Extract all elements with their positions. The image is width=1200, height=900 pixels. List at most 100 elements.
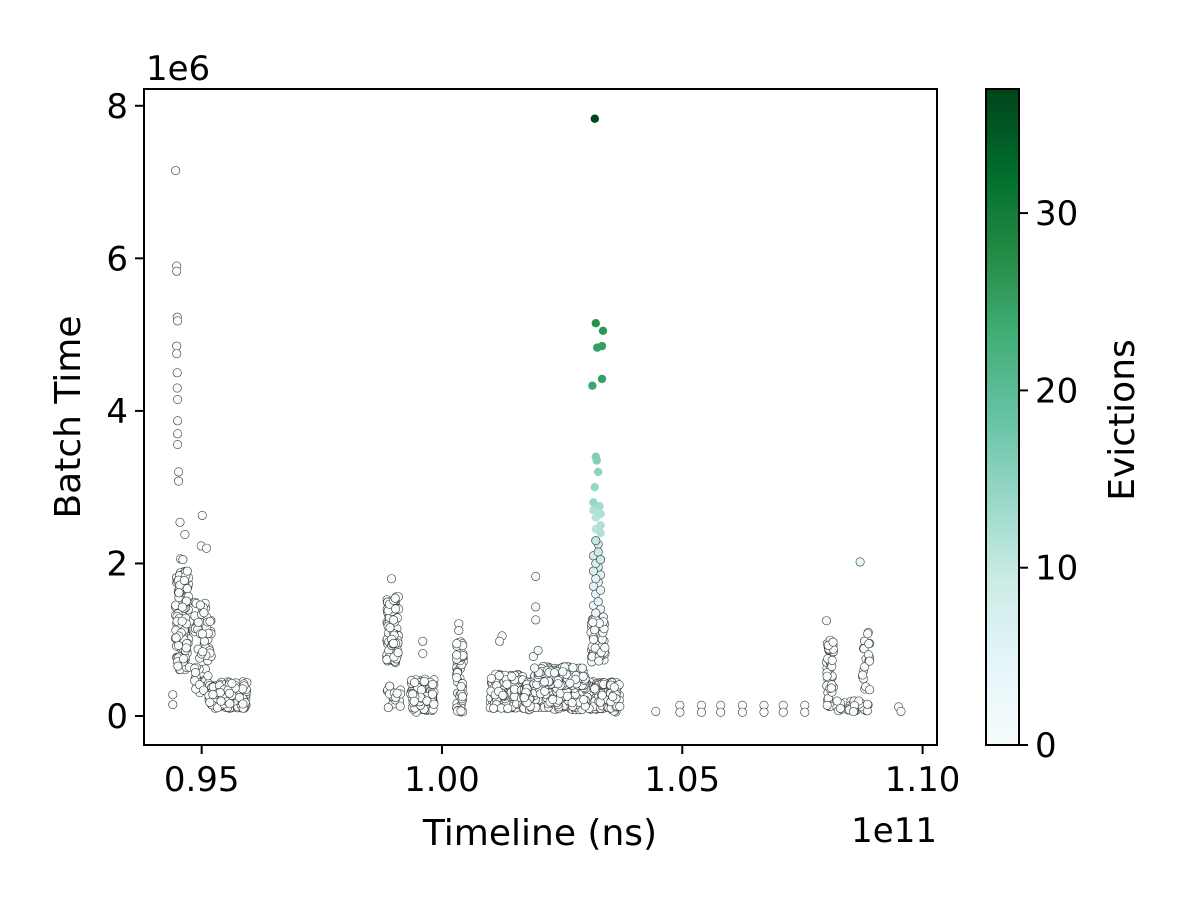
scatter-point [503,703,513,713]
scatter-point [418,636,428,646]
scatter-point [216,696,226,706]
scatter-point [195,600,205,610]
scatter-point [489,703,499,713]
scatter-point [589,505,598,515]
scatter-point [507,671,517,681]
scatter-point [225,688,235,698]
scatter-point [452,672,462,682]
scatter-point [457,692,467,702]
scatter-point [822,700,832,710]
scatter-point [171,633,181,643]
scatter-point [486,673,496,683]
y-tick-label: 6 [106,239,128,279]
scatter-point [171,166,181,176]
scatter-point [173,416,183,426]
scatter-point [821,616,831,626]
scatter-point [238,684,248,694]
scatter-point [530,663,540,673]
scatter-point [597,690,607,700]
scatter-point [395,701,405,711]
scatter-point [174,476,184,486]
scatter-point [172,368,182,378]
scatter-point [202,543,212,553]
scatter-point [174,467,184,477]
scatter-point [531,571,541,581]
scatter-point [862,699,872,709]
scatter-point [419,676,429,686]
scatter-point [528,651,538,661]
scatter-point [531,602,541,612]
scatter-point [393,648,403,658]
scatter-point [208,689,218,699]
scatter-point [227,678,237,688]
scatter-point [860,662,870,672]
scatter-point [175,517,185,527]
scatter-point [519,693,529,703]
scatter-point [173,439,183,449]
scatter-point [828,637,838,647]
scatter-point [600,643,610,653]
scatter-point [197,629,207,639]
scatter-point [177,616,187,626]
scatter-point [615,701,625,711]
scatter-point [590,114,599,123]
colorbar-label: Evictions [1102,339,1143,501]
scatter-point [531,615,541,625]
scatter-point [597,374,607,384]
colorbar-ticks: 0 10 20 30 [1019,194,1078,766]
x-tick-label: 1.00 [404,760,480,800]
scatter-point [172,341,182,351]
x-axis-offset-label: 1e11 [851,811,937,851]
scatter-point [385,623,395,633]
scatter-point [197,510,207,520]
scatter-point [172,349,182,359]
scatter-point [865,685,875,695]
scatter-point [389,638,399,648]
scatter-point [590,684,600,694]
scatter-point [864,656,874,666]
scatter-point [456,681,466,691]
scatter-point [452,639,462,649]
x-axis-label: Timeline (ns) [422,813,657,854]
scatter-point [191,667,201,677]
scatter-point [592,456,601,465]
scatter-point [205,616,215,626]
scatter-point [778,707,788,717]
scatter-point [759,707,769,717]
data-points [168,114,906,717]
scatter-point [495,636,505,646]
scatter-point [388,615,398,625]
scatter-point [848,707,858,717]
scatter-point [588,566,598,576]
scatter-point [598,326,608,335]
scatter-point [568,663,578,673]
scatter-point [502,679,512,689]
scatter-point [174,588,184,598]
scatter-point [386,574,396,584]
scatter-point [596,509,605,519]
scatter-point [591,608,601,618]
colorbar-tick-label: 30 [1035,194,1078,234]
scatter-point [180,529,190,539]
scatter-point [565,678,575,688]
scatter-point [172,266,182,276]
scatter-point [594,656,604,666]
scatter-point [855,557,865,567]
scatter-point [539,677,549,687]
scatter-point [390,593,400,603]
scatter-point [896,706,906,716]
scatter-point [179,575,189,585]
scatter-point [577,663,587,673]
y-tick-label: 0 [106,697,128,737]
colorbar [985,88,1020,746]
scatter-point [173,316,183,326]
scatter-point [498,690,508,700]
scatter-point [454,626,464,636]
scatter-point [548,694,558,704]
scatter-point [591,574,601,584]
y-axis-ticks: 0 2 4 6 8 [106,87,144,737]
scatter-point [593,547,603,557]
y-tick-label: 8 [106,87,128,127]
scatter-point [173,429,183,439]
scatter-point [173,394,183,404]
